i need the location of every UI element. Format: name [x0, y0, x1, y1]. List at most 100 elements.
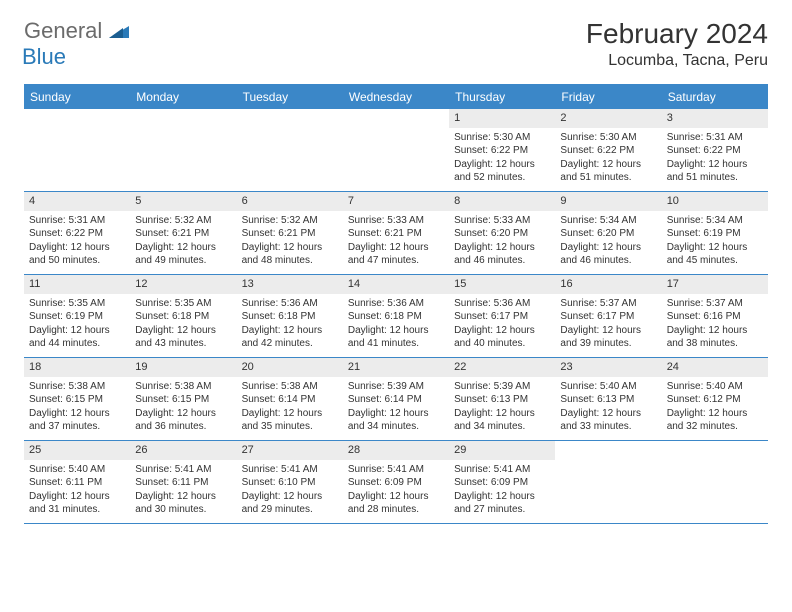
day-cell: 14Sunrise: 5:36 AMSunset: 6:18 PMDayligh…: [343, 275, 449, 357]
daylight-text: Daylight: 12 hours and 49 minutes.: [135, 241, 231, 268]
day-number: 1: [449, 109, 555, 128]
daylight-text: Daylight: 12 hours and 30 minutes.: [135, 490, 231, 517]
logo: General Blue: [24, 18, 129, 70]
day-cell: 20Sunrise: 5:38 AMSunset: 6:14 PMDayligh…: [237, 358, 343, 440]
daylight-text: Daylight: 12 hours and 46 minutes.: [560, 241, 656, 268]
sunset-text: Sunset: 6:19 PM: [667, 227, 763, 241]
sunrise-text: Sunrise: 5:35 AM: [29, 297, 125, 311]
sunset-text: Sunset: 6:10 PM: [242, 476, 338, 490]
day-cell: [237, 109, 343, 191]
daylight-text: Daylight: 12 hours and 32 minutes.: [667, 407, 763, 434]
day-cell: 5Sunrise: 5:32 AMSunset: 6:21 PMDaylight…: [130, 192, 236, 274]
sunset-text: Sunset: 6:22 PM: [667, 144, 763, 158]
day-header-wednesday: Wednesday: [343, 86, 449, 108]
day-cell: 1Sunrise: 5:30 AMSunset: 6:22 PMDaylight…: [449, 109, 555, 191]
daylight-text: Daylight: 12 hours and 35 minutes.: [242, 407, 338, 434]
day-number: 24: [662, 358, 768, 377]
day-number: 15: [449, 275, 555, 294]
daylight-text: Daylight: 12 hours and 48 minutes.: [242, 241, 338, 268]
sunset-text: Sunset: 6:09 PM: [454, 476, 550, 490]
daylight-text: Daylight: 12 hours and 38 minutes.: [667, 324, 763, 351]
sunrise-text: Sunrise: 5:33 AM: [454, 214, 550, 228]
daylight-text: Daylight: 12 hours and 43 minutes.: [135, 324, 231, 351]
sunrise-text: Sunrise: 5:34 AM: [667, 214, 763, 228]
sunset-text: Sunset: 6:19 PM: [29, 310, 125, 324]
day-number: 18: [24, 358, 130, 377]
day-body: Sunrise: 5:35 AMSunset: 6:19 PMDaylight:…: [24, 294, 130, 356]
sunset-text: Sunset: 6:13 PM: [454, 393, 550, 407]
sunrise-text: Sunrise: 5:30 AM: [454, 131, 550, 145]
day-body: Sunrise: 5:32 AMSunset: 6:21 PMDaylight:…: [130, 211, 236, 273]
daylight-text: Daylight: 12 hours and 39 minutes.: [560, 324, 656, 351]
sunrise-text: Sunrise: 5:36 AM: [454, 297, 550, 311]
day-number: 28: [343, 441, 449, 460]
sunrise-text: Sunrise: 5:35 AM: [135, 297, 231, 311]
day-cell: 12Sunrise: 5:35 AMSunset: 6:18 PMDayligh…: [130, 275, 236, 357]
day-header-row: Sunday Monday Tuesday Wednesday Thursday…: [24, 86, 768, 108]
sunset-text: Sunset: 6:18 PM: [135, 310, 231, 324]
day-number: 2: [555, 109, 661, 128]
daylight-text: Daylight: 12 hours and 36 minutes.: [135, 407, 231, 434]
sunrise-text: Sunrise: 5:36 AM: [242, 297, 338, 311]
day-cell: 15Sunrise: 5:36 AMSunset: 6:17 PMDayligh…: [449, 275, 555, 357]
day-number: 19: [130, 358, 236, 377]
sunrise-text: Sunrise: 5:40 AM: [667, 380, 763, 394]
day-body: Sunrise: 5:40 AMSunset: 6:12 PMDaylight:…: [662, 377, 768, 439]
day-cell: 13Sunrise: 5:36 AMSunset: 6:18 PMDayligh…: [237, 275, 343, 357]
title-block: February 2024 Locumba, Tacna, Peru: [586, 18, 768, 70]
day-cell: 17Sunrise: 5:37 AMSunset: 6:16 PMDayligh…: [662, 275, 768, 357]
day-body: Sunrise: 5:31 AMSunset: 6:22 PMDaylight:…: [24, 211, 130, 273]
day-body: Sunrise: 5:38 AMSunset: 6:14 PMDaylight:…: [237, 377, 343, 439]
day-body: Sunrise: 5:36 AMSunset: 6:18 PMDaylight:…: [343, 294, 449, 356]
calendar-grid: Sunday Monday Tuesday Wednesday Thursday…: [24, 86, 768, 524]
daylight-text: Daylight: 12 hours and 50 minutes.: [29, 241, 125, 268]
sunset-text: Sunset: 6:17 PM: [454, 310, 550, 324]
logo-text-block: General Blue: [24, 18, 129, 70]
day-body: Sunrise: 5:31 AMSunset: 6:22 PMDaylight:…: [662, 128, 768, 190]
sunrise-text: Sunrise: 5:30 AM: [560, 131, 656, 145]
sunset-text: Sunset: 6:18 PM: [348, 310, 444, 324]
daylight-text: Daylight: 12 hours and 41 minutes.: [348, 324, 444, 351]
sunset-text: Sunset: 6:15 PM: [135, 393, 231, 407]
day-header-saturday: Saturday: [662, 86, 768, 108]
daylight-text: Daylight: 12 hours and 37 minutes.: [29, 407, 125, 434]
logo-triangle-icon: [109, 22, 129, 43]
week-row: 25Sunrise: 5:40 AMSunset: 6:11 PMDayligh…: [24, 440, 768, 524]
sunset-text: Sunset: 6:13 PM: [560, 393, 656, 407]
day-number: 4: [24, 192, 130, 211]
daylight-text: Daylight: 12 hours and 45 minutes.: [667, 241, 763, 268]
sunset-text: Sunset: 6:15 PM: [29, 393, 125, 407]
day-cell: 6Sunrise: 5:32 AMSunset: 6:21 PMDaylight…: [237, 192, 343, 274]
day-cell: 25Sunrise: 5:40 AMSunset: 6:11 PMDayligh…: [24, 441, 130, 523]
day-cell: 18 Sunrise: 5:38 AMSunset: 6:15 PMDayligh…: [24, 358, 130, 440]
daylight-text: Daylight: 12 hours and 31 minutes.: [29, 490, 125, 517]
day-cell: 24Sunrise: 5:40 AMSunset: 6:12 PMDayligh…: [662, 358, 768, 440]
sunset-text: Sunset: 6:20 PM: [454, 227, 550, 241]
sunrise-text: Sunrise: 5:38 AM: [29, 380, 125, 394]
daylight-text: Daylight: 12 hours and 51 minutes.: [560, 158, 656, 185]
day-body: Sunrise: 5:30 AMSunset: 6:22 PMDaylight:…: [449, 128, 555, 190]
sunrise-text: Sunrise: 5:37 AM: [667, 297, 763, 311]
day-number: 23: [555, 358, 661, 377]
sunset-text: Sunset: 6:17 PM: [560, 310, 656, 324]
day-number: 13: [237, 275, 343, 294]
day-body: Sunrise: 5:34 AMSunset: 6:20 PMDaylight:…: [555, 211, 661, 273]
sunset-text: Sunset: 6:20 PM: [560, 227, 656, 241]
daylight-text: Daylight: 12 hours and 29 minutes.: [242, 490, 338, 517]
sunset-text: Sunset: 6:22 PM: [560, 144, 656, 158]
sunrise-text: Sunrise: 5:37 AM: [560, 297, 656, 311]
sunrise-text: Sunrise: 5:39 AM: [454, 380, 550, 394]
daylight-text: Daylight: 12 hours and 44 minutes.: [29, 324, 125, 351]
sunrise-text: Sunrise: 5:41 AM: [348, 463, 444, 477]
weeks-container: 1Sunrise: 5:30 AMSunset: 6:22 PMDaylight…: [24, 108, 768, 524]
daylight-text: Daylight: 12 hours and 47 minutes.: [348, 241, 444, 268]
sunrise-text: Sunrise: 5:41 AM: [454, 463, 550, 477]
sunset-text: Sunset: 6:18 PM: [242, 310, 338, 324]
day-body: Sunrise: 5:34 AMSunset: 6:19 PMDaylight:…: [662, 211, 768, 273]
day-body: Sunrise: 5:41 AMSunset: 6:09 PMDaylight:…: [343, 460, 449, 522]
day-number: 11: [24, 275, 130, 294]
day-cell: 29Sunrise: 5:41 AMSunset: 6:09 PMDayligh…: [449, 441, 555, 523]
day-number: 9: [555, 192, 661, 211]
day-body: Sunrise: 5:38 AMSunset: 6:15 PMDaylight:…: [130, 377, 236, 439]
day-number: 27: [237, 441, 343, 460]
